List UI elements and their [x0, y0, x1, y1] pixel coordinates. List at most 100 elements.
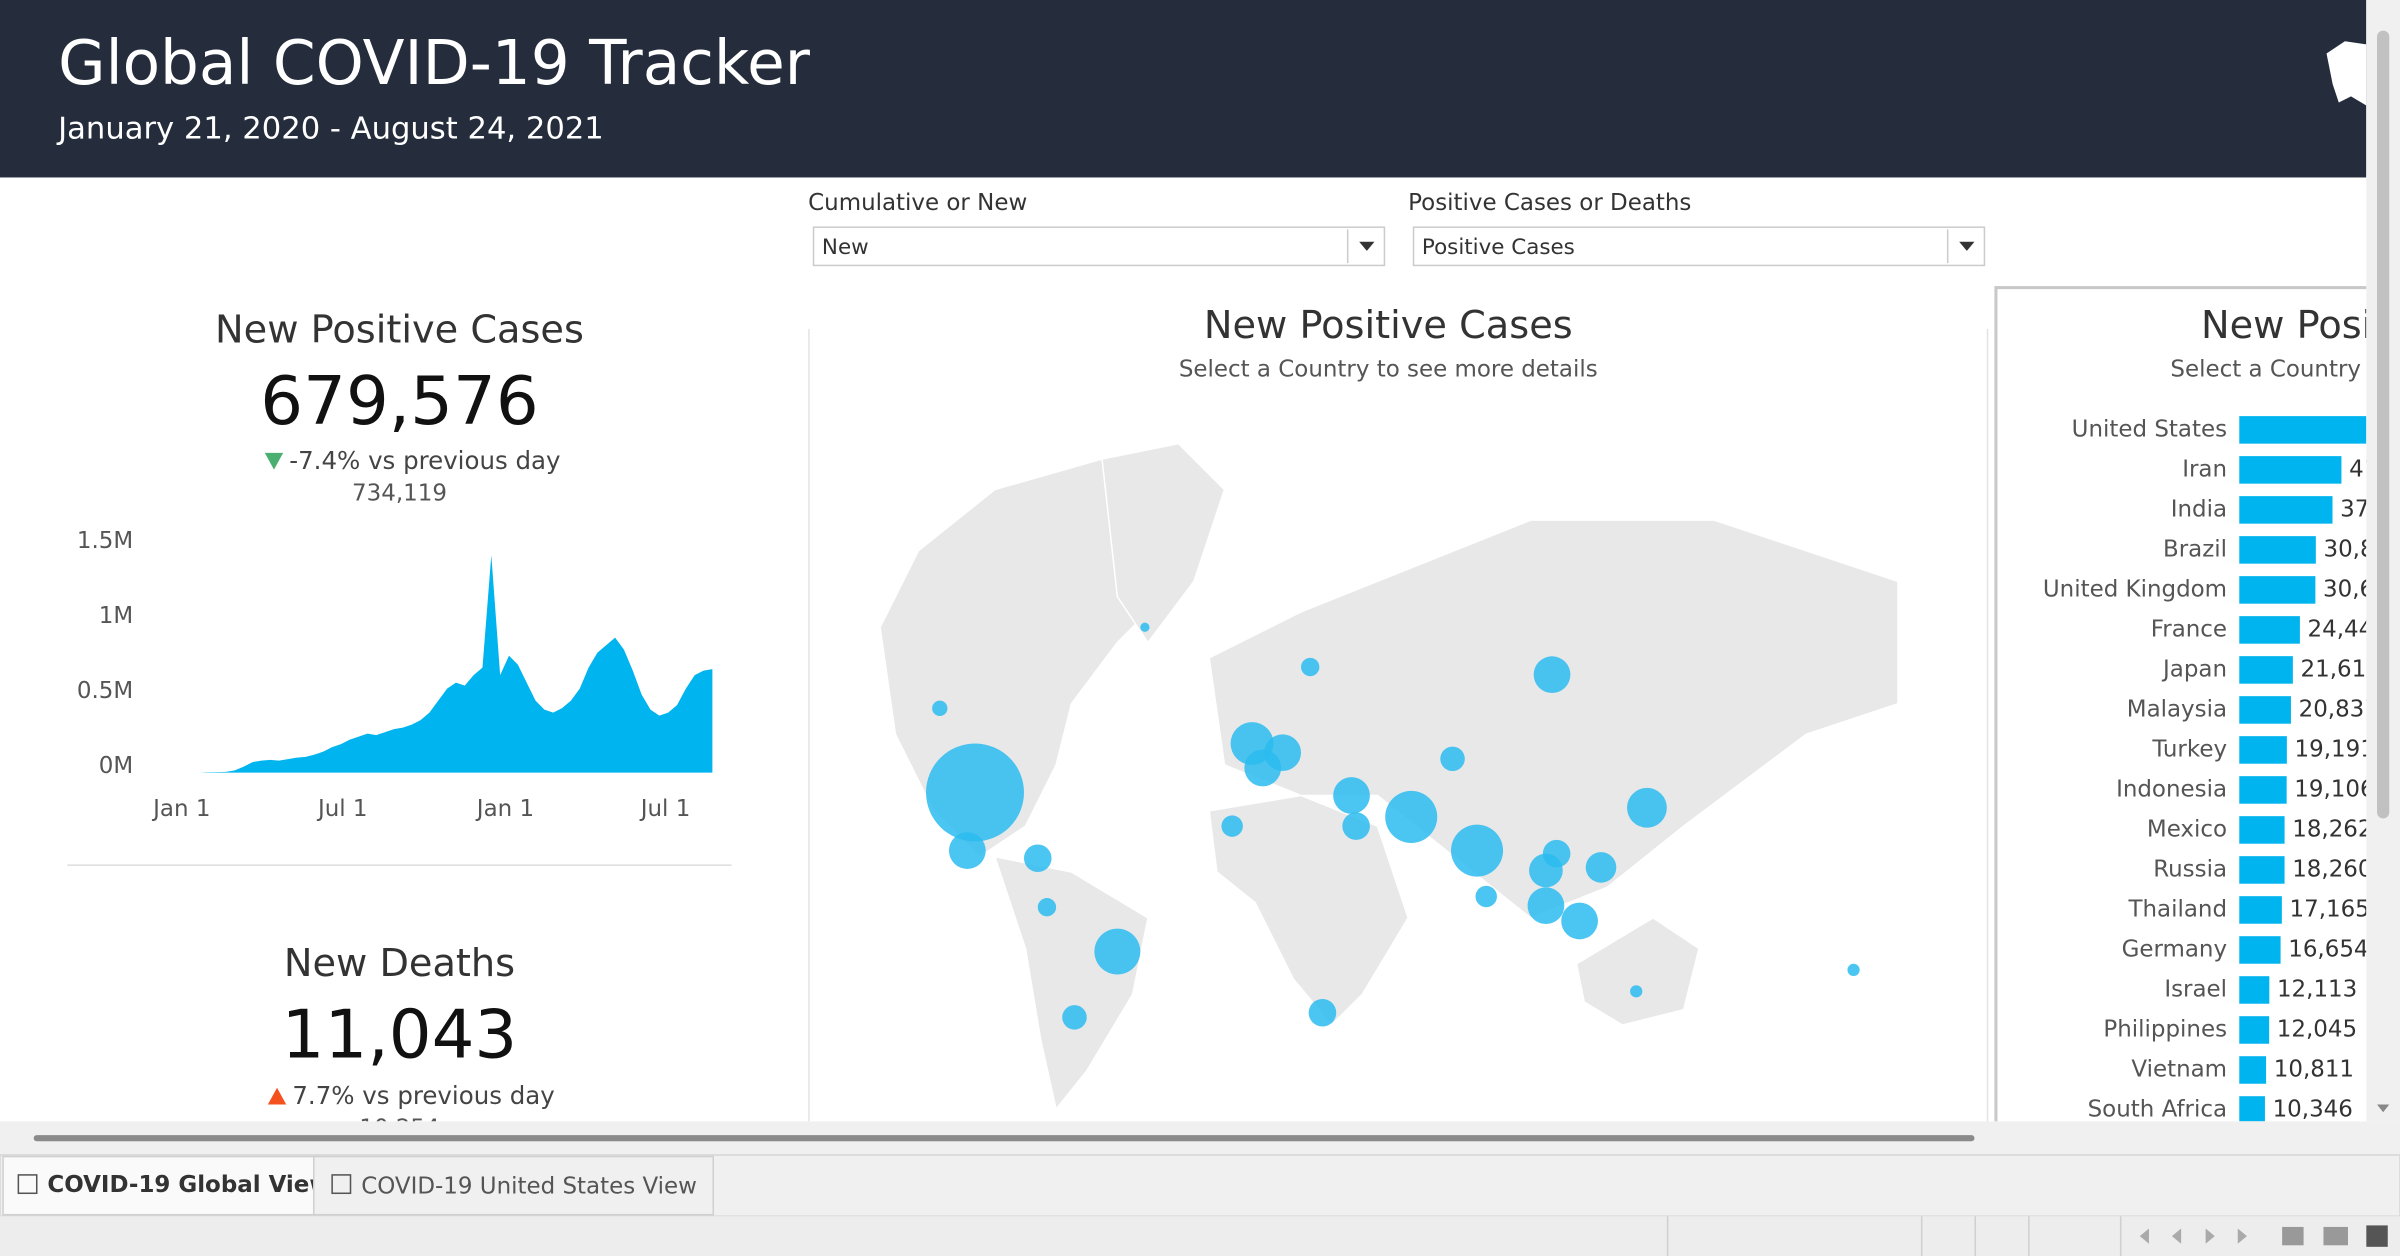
y-tick-label: 0.5M	[77, 678, 133, 704]
x-tick-label: Jan 1	[475, 796, 534, 822]
land	[993, 855, 1149, 1111]
bar-chart: New Positive Cases Select a Country to s…	[2043, 303, 2400, 1122]
land	[1208, 794, 1410, 1027]
map-bubbles	[926, 622, 1860, 1030]
bar-label: United Kingdom	[2043, 576, 2227, 602]
header-bg	[0, 0, 2367, 178]
bar-value-label: 19,106	[2294, 776, 2374, 802]
x-tick-label: Jan 1	[151, 796, 210, 822]
status-bar	[0, 1216, 2400, 1256]
kpi-previous: 734,119	[352, 481, 447, 507]
dropdown-value[interactable]: New	[822, 235, 869, 260]
bubble	[1561, 902, 1598, 940]
bubble	[1630, 985, 1643, 998]
tab-icon	[331, 1174, 352, 1195]
kpi-title: New Positive Cases	[215, 307, 584, 352]
nav-next[interactable]	[2205, 1228, 2215, 1244]
right-panel	[1994, 286, 2367, 1122]
dropdown[interactable]	[1412, 226, 1986, 267]
bubble	[1094, 928, 1141, 975]
land	[1101, 442, 1226, 644]
bar-value-label: 12,113	[2277, 976, 2357, 1002]
kpi-value: 679,576	[260, 362, 538, 440]
bar	[2239, 736, 2287, 764]
bar-label: Thailand	[2128, 896, 2228, 922]
bar-value-label: 12,045	[2277, 1016, 2357, 1042]
bubble	[1475, 885, 1497, 908]
bar-value-label: 18,260	[2292, 856, 2372, 882]
kpi-change: 7.7% vs previous day	[292, 1081, 554, 1110]
map-subtitle: Select a Country to see more details	[1179, 357, 1598, 383]
nav-prev[interactable]	[2171, 1228, 2182, 1244]
bar-label: Turkey	[2151, 736, 2227, 762]
bar-label: Vietnam	[2131, 1056, 2227, 1082]
tab-label[interactable]: COVID-19 United States View	[361, 1174, 697, 1200]
bar-value-label: 21,610	[2301, 656, 2381, 682]
bar-value-label: 17,165	[2290, 896, 2370, 922]
bubble	[1385, 790, 1438, 843]
area-chart: 0M 0.5M 1M 1.5M Jan 1 Jul 1 Jan 1 Jul 1	[77, 528, 713, 822]
down-arrow	[264, 452, 284, 470]
bubble	[948, 832, 986, 869]
dropdown-value[interactable]: Positive Cases	[1422, 235, 1575, 260]
bubble	[1451, 824, 1504, 877]
y-tick-label: 0M	[99, 753, 133, 779]
bar	[2239, 456, 2342, 484]
v-scroll-thumb[interactable]	[2377, 30, 2390, 819]
bubble	[926, 743, 1024, 842]
bar	[2239, 976, 2270, 1004]
dropdown-arrow[interactable]	[1359, 241, 1375, 251]
dropdown-arrow[interactable]	[1959, 241, 1975, 251]
bubble	[1847, 963, 1860, 977]
bar-label: Germany	[2122, 936, 2227, 962]
kpi-value: 11,043	[282, 995, 518, 1073]
dropdown[interactable]	[812, 226, 1386, 267]
bar-value-label: 30,690	[2323, 576, 2400, 602]
bar-label: Israel	[2164, 976, 2227, 1002]
bar	[2239, 696, 2291, 724]
bar	[2239, 1096, 2265, 1122]
bubble	[1062, 1005, 1087, 1030]
land	[1575, 917, 1700, 1026]
bar-value-label: 18,262	[2292, 816, 2372, 842]
y-tick-label: 1M	[99, 603, 133, 629]
nav-last[interactable]	[2237, 1228, 2247, 1244]
bar-label: Malaysia	[2127, 696, 2227, 722]
bar-label: Brazil	[2163, 536, 2227, 562]
bubble	[1542, 839, 1571, 868]
x-tick-label: Jul 1	[639, 796, 691, 822]
bar-label: India	[2171, 496, 2227, 522]
nav-buttons[interactable]	[2139, 1225, 2388, 1247]
nav-first[interactable]	[2139, 1228, 2149, 1244]
bubble	[1301, 657, 1320, 677]
bubble	[1533, 656, 1571, 694]
title: Global COVID-19 Tracker	[58, 28, 811, 99]
view-grid[interactable]	[2282, 1226, 2304, 1246]
h-scroll-thumb[interactable]	[33, 1135, 1975, 1142]
bar-value-label: 24,447	[2308, 616, 2388, 642]
bubble	[1023, 844, 1052, 873]
bar-value-label: 30,872	[2323, 536, 2400, 562]
bar	[2239, 936, 2281, 964]
view-film[interactable]	[2323, 1226, 2348, 1246]
bubble	[1333, 777, 1370, 814]
scroll-arrow[interactable]	[2377, 1104, 2390, 1113]
tab-active[interactable]	[2, 1155, 315, 1216]
bar-label: Japan	[2161, 656, 2227, 682]
view-tabs[interactable]	[2366, 1225, 2388, 1247]
bubble	[1221, 815, 1243, 837]
tab[interactable]	[313, 1155, 715, 1216]
content: Global COVID-19 Tracker January 21, 2020…	[0, 0, 2400, 1122]
bar-label: Iran	[2182, 456, 2227, 482]
up-arrow	[267, 1087, 287, 1105]
tab-icon	[17, 1174, 38, 1195]
bar-value-label: 37,593	[2340, 496, 2400, 522]
bar-label: Philippines	[2103, 1016, 2227, 1042]
bar	[2239, 816, 2285, 844]
bar	[2239, 416, 2367, 444]
x-tick-label: Jul 1	[316, 796, 368, 822]
bar	[2239, 856, 2285, 884]
tab-label[interactable]: COVID-19 Global View	[47, 1172, 330, 1198]
